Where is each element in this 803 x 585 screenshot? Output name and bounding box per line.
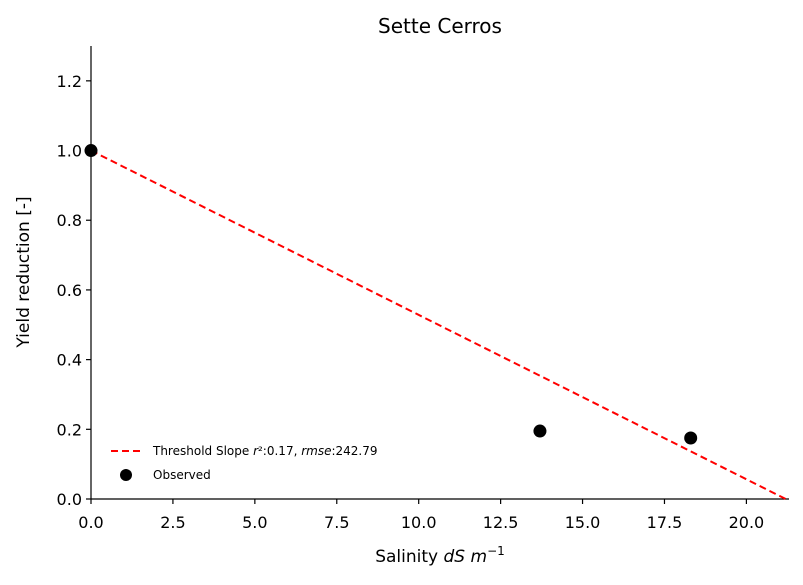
chart-title: Sette Cerros <box>378 14 502 38</box>
y-tick-label: 1.0 <box>57 142 82 161</box>
x-tick-label: 10.0 <box>401 513 437 532</box>
x-tick-label: 12.5 <box>483 513 519 532</box>
x-tick-label: 5.0 <box>242 513 267 532</box>
x-axis-label: Salinity dS m−1 <box>375 544 505 567</box>
legend: Threshold Slope r²:0.17, rmse:242.79 Obs… <box>111 444 378 482</box>
x-tick-label: 15.0 <box>565 513 601 532</box>
x-axis-ticks: 0.0 2.5 5.0 7.5 10.0 12.5 15.0 17.5 20.0 <box>78 499 764 532</box>
legend-label-threshold-slope: Threshold Slope r²:0.17, rmse:242.79 <box>152 444 378 458</box>
x-tick-label: 0.0 <box>78 513 103 532</box>
y-tick-label: 0.2 <box>57 420 82 439</box>
y-tick-label: 0.4 <box>57 351 82 370</box>
threshold-slope-line <box>90 149 787 500</box>
x-tick-label: 7.5 <box>324 513 349 532</box>
x-tick-label: 20.0 <box>729 513 765 532</box>
y-tick-label: 0.8 <box>57 211 82 230</box>
x-tick-label: 2.5 <box>160 513 185 532</box>
y-axis-label: Yield reduction [-] <box>14 196 34 348</box>
y-axis-ticks: 0.0 0.2 0.4 0.6 0.8 1.0 1.2 <box>57 72 91 509</box>
x-tick-label: 17.5 <box>647 513 683 532</box>
observed-point <box>84 144 98 158</box>
legend-label-observed: Observed <box>153 468 211 482</box>
y-tick-label: 1.2 <box>57 72 82 91</box>
plot-area <box>84 144 787 500</box>
observed-point <box>684 431 698 445</box>
y-tick-label: 0.6 <box>57 281 82 300</box>
y-tick-label: 0.0 <box>57 490 82 509</box>
legend-marker-observed <box>120 469 132 481</box>
observed-point <box>533 424 547 438</box>
